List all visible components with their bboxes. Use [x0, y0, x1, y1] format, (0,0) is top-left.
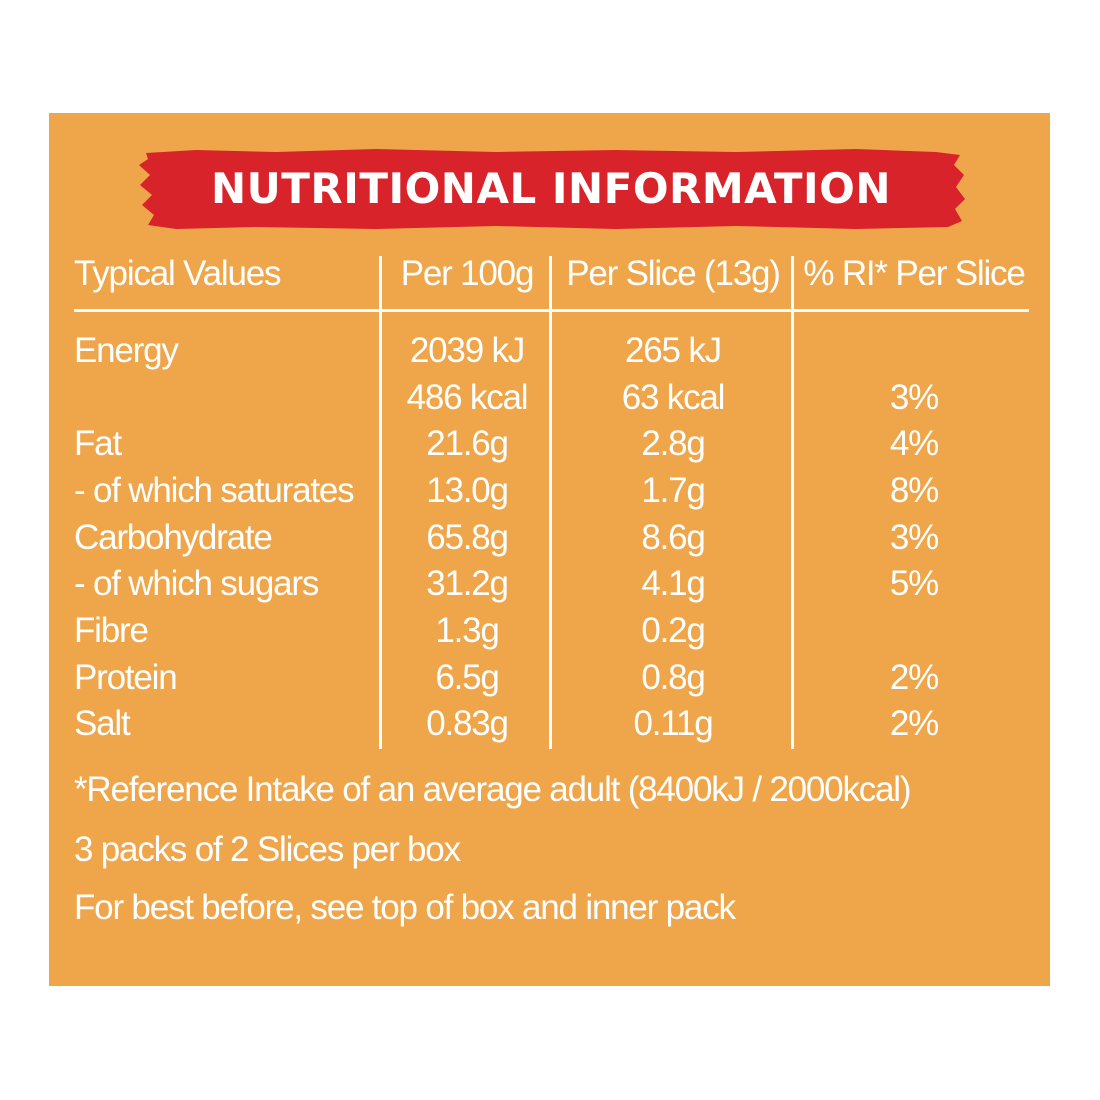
- column-header-per-100g: Per 100g: [400, 254, 535, 293]
- row-label-fibre: Fibre: [74, 611, 149, 650]
- footnote-reference-intake: *Reference Intake of an average adult (8…: [74, 770, 912, 809]
- title-banner: NUTRITIONAL INFORMATION: [136, 147, 966, 231]
- cell-fibre-ri: [796, 611, 1032, 651]
- cell-carbohydrate-per-slice: 8.6g: [641, 518, 706, 557]
- cell-fibre-per-slice: 0.2g: [641, 611, 706, 650]
- column-header-ri-per-slice: % RI* Per Slice: [803, 254, 1025, 293]
- cell-energy-kj-ri: [796, 331, 1032, 371]
- column-divider-1: [379, 256, 382, 749]
- cell-sugars-ri: 5%: [889, 564, 939, 603]
- cell-energy-kcal-ri: 3%: [889, 378, 939, 417]
- cell-carbohydrate-per-100g: 65.8g: [426, 518, 509, 557]
- banner-brush-shape: [139, 149, 965, 229]
- cell-salt-ri: 2%: [889, 704, 939, 743]
- cell-energy-kj-per-slice: 265 kJ: [625, 331, 722, 370]
- cell-saturates-ri: 8%: [889, 471, 939, 510]
- row-label-fat: Fat: [74, 424, 122, 463]
- cell-salt-per-slice: 0.11g: [633, 704, 714, 743]
- column-divider-3: [791, 256, 794, 749]
- cell-saturates-per-slice: 1.7g: [641, 471, 706, 510]
- cell-sugars-per-100g: 31.2g: [426, 564, 509, 603]
- row-label-carbohydrate: Carbohydrate: [74, 518, 273, 557]
- row-label-salt: Salt: [74, 704, 131, 743]
- row-label-sugars: - of which sugars: [74, 564, 319, 603]
- footnote-pack-count: 3 packs of 2 Slices per box: [74, 830, 461, 869]
- row-label-energy: Energy: [74, 331, 179, 370]
- cell-fat-per-slice: 2.8g: [641, 424, 706, 463]
- column-header-per-slice: Per Slice (13g): [566, 254, 781, 293]
- cell-sugars-per-slice: 4.1g: [641, 564, 706, 603]
- page-title: NUTRITIONAL INFORMATION: [210, 164, 892, 213]
- cell-protein-per-slice: 0.8g: [641, 658, 706, 697]
- footnote-best-before: For best before, see top of box and inne…: [74, 888, 736, 927]
- cell-carbohydrate-ri: 3%: [889, 518, 939, 557]
- cell-salt-per-100g: 0.83g: [426, 704, 509, 743]
- cell-saturates-per-100g: 13.0g: [426, 471, 509, 510]
- cell-fat-ri: 4%: [889, 424, 939, 463]
- cell-energy-kcal-per-100g: 486 kcal: [406, 378, 529, 417]
- column-divider-2: [549, 256, 552, 749]
- cell-energy-kj-per-100g: 2039 kJ: [409, 331, 525, 370]
- cell-energy-kcal-per-slice: 63 kcal: [621, 378, 726, 417]
- cell-fat-per-100g: 21.6g: [426, 424, 509, 463]
- row-label-energy-kcal: [74, 378, 374, 418]
- row-label-saturates: - of which saturates: [74, 471, 355, 510]
- cell-fibre-per-100g: 1.3g: [435, 611, 500, 650]
- cell-protein-ri: 2%: [889, 658, 939, 697]
- cell-protein-per-100g: 6.5g: [435, 658, 500, 697]
- row-label-protein: Protein: [74, 658, 178, 697]
- column-header-typical-values: Typical Values: [74, 254, 281, 293]
